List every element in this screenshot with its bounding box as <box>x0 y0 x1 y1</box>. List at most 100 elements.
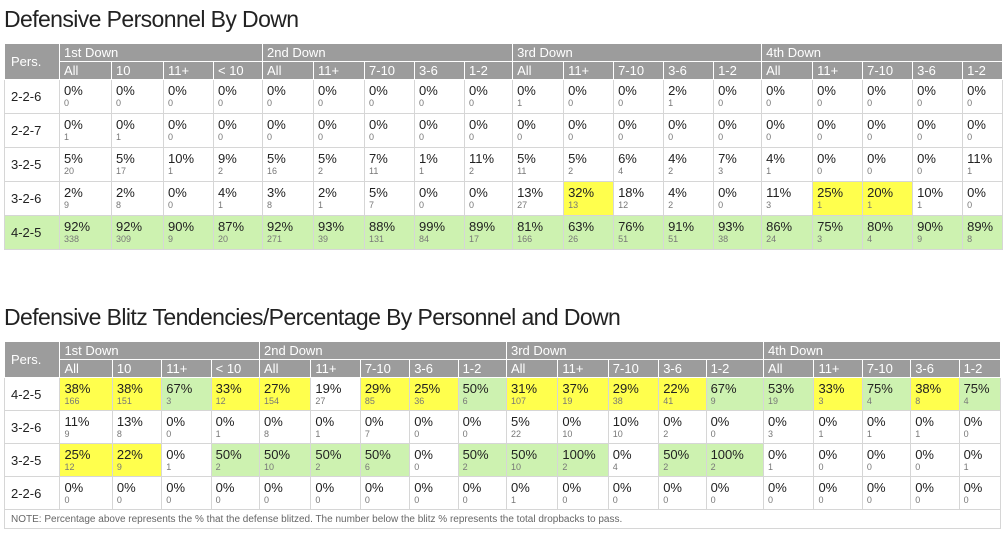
percentage: 32% <box>568 185 595 200</box>
count: 3 <box>818 396 824 406</box>
count: 1 <box>867 200 873 210</box>
percentage: 0% <box>818 480 838 495</box>
count: 38 <box>612 396 623 406</box>
count: 0 <box>915 495 921 505</box>
percentage: 0% <box>218 83 237 98</box>
distance-subheader: 3-6 <box>663 61 715 80</box>
percentage: 0% <box>166 414 186 429</box>
percentage: 5% <box>517 151 536 166</box>
percentage: 0% <box>369 83 388 98</box>
row-label: 2-2-6 <box>4 79 60 114</box>
percentage: 5% <box>369 185 388 200</box>
distance-subheader: 11+ <box>813 359 863 378</box>
count: 0 <box>318 98 324 108</box>
percentage: 2% <box>318 185 337 200</box>
count: 8 <box>264 429 270 439</box>
row-label: 3-2-6 <box>4 181 60 216</box>
count: 0 <box>64 98 70 108</box>
stat-cell: 0% 0 <box>409 443 459 477</box>
count: 1 <box>915 429 921 439</box>
count: 8 <box>116 200 122 210</box>
blitz-table: Pers. 1st Down 2nd Down 3rd Down 4th Down All… <box>3 341 1002 529</box>
percentage: 0% <box>710 414 730 429</box>
stat-cell: 0% 1 <box>505 476 559 510</box>
percentage: 11% <box>469 151 495 166</box>
count: 0 <box>710 495 716 505</box>
count: 1 <box>116 132 122 142</box>
percentage: 0% <box>166 480 186 495</box>
percentage: 10% <box>612 414 639 429</box>
distance-subheader: All <box>59 359 113 378</box>
count: 13 <box>568 200 579 210</box>
percentage: 0% <box>318 83 337 98</box>
percentage: 9% <box>218 151 237 166</box>
stat-cell: 0% 0 <box>163 113 214 148</box>
percentage: 0% <box>166 447 186 462</box>
count: 0 <box>766 98 772 108</box>
count: 0 <box>718 98 724 108</box>
count: 2 <box>315 462 321 472</box>
stat-cell: 0% 0 <box>313 79 366 114</box>
row-label: 4-2-5 <box>4 215 60 250</box>
down-group-header: 4th Down <box>763 341 1001 360</box>
stat-cell: 0% 0 <box>414 113 466 148</box>
percentage: 0% <box>215 414 235 429</box>
percentage: 0% <box>718 117 737 132</box>
percentage: 76% <box>618 219 645 234</box>
stat-cell: 0% 0 <box>310 476 361 510</box>
stat-cell: 3% 8 <box>262 181 315 216</box>
stat-cell: 0% 0 <box>658 476 707 510</box>
percentage: 0% <box>612 480 632 495</box>
count: 0 <box>369 98 375 108</box>
stat-cell: 87% 20 <box>212 215 264 250</box>
percentage: 0% <box>215 480 235 495</box>
stat-cell: 50% 2 <box>658 443 707 477</box>
percentage: 0% <box>419 117 438 132</box>
count: 2 <box>668 200 674 210</box>
down-group-header: 1st Down <box>58 43 264 62</box>
stat-cell: 27% 154 <box>259 377 312 411</box>
percentage: 75% <box>817 219 844 234</box>
count: 12 <box>618 200 629 210</box>
stat-cell: 0% 2 <box>658 410 707 444</box>
percentage: 5% <box>116 151 135 166</box>
stat-cell: 2% 1 <box>663 79 715 114</box>
count: 6 <box>364 462 370 472</box>
count: 0 <box>817 166 823 176</box>
stat-cell: 25% 36 <box>409 377 459 411</box>
percentage: 0% <box>517 83 536 98</box>
count: 11 <box>369 166 379 176</box>
count: 1 <box>511 495 517 505</box>
stat-cell: 33% 3 <box>813 377 863 411</box>
count: 1 <box>668 98 674 108</box>
count: 1 <box>917 200 923 210</box>
stat-cell: 0% 0 <box>210 476 261 510</box>
stat-cell: 63% 26 <box>563 215 615 250</box>
distance-subheader: 3-6 <box>414 61 466 80</box>
percentage: 0% <box>116 117 135 132</box>
percentage: 75% <box>866 381 893 396</box>
percentage: 99% <box>419 219 446 234</box>
stat-cell: 0% 0 <box>59 476 113 510</box>
stat-cell: 91% 51 <box>663 215 715 250</box>
count: 0 <box>718 132 724 142</box>
stat-cell: 0% 0 <box>861 443 912 477</box>
stat-cell: 38% 166 <box>59 377 113 411</box>
percentage: 0% <box>866 447 886 462</box>
count: 12 <box>64 462 75 472</box>
percentage: 0% <box>768 480 787 495</box>
stat-cell: 0% 0 <box>414 79 466 114</box>
count: 0 <box>215 495 221 505</box>
count: 39 <box>318 234 329 244</box>
count: 36 <box>414 396 425 406</box>
stat-cell: 19% 27 <box>310 377 361 411</box>
stat-cell: 75% 3 <box>812 215 864 250</box>
distance-subheader: 11+ <box>161 359 212 378</box>
count: 0 <box>663 495 669 505</box>
count: 2 <box>710 462 716 472</box>
stat-cell: 0% 0 <box>812 147 864 182</box>
percentage: 29% <box>364 381 391 396</box>
percentage: 93% <box>318 219 345 234</box>
percentage: 0% <box>866 414 886 429</box>
count: 3 <box>768 429 774 439</box>
